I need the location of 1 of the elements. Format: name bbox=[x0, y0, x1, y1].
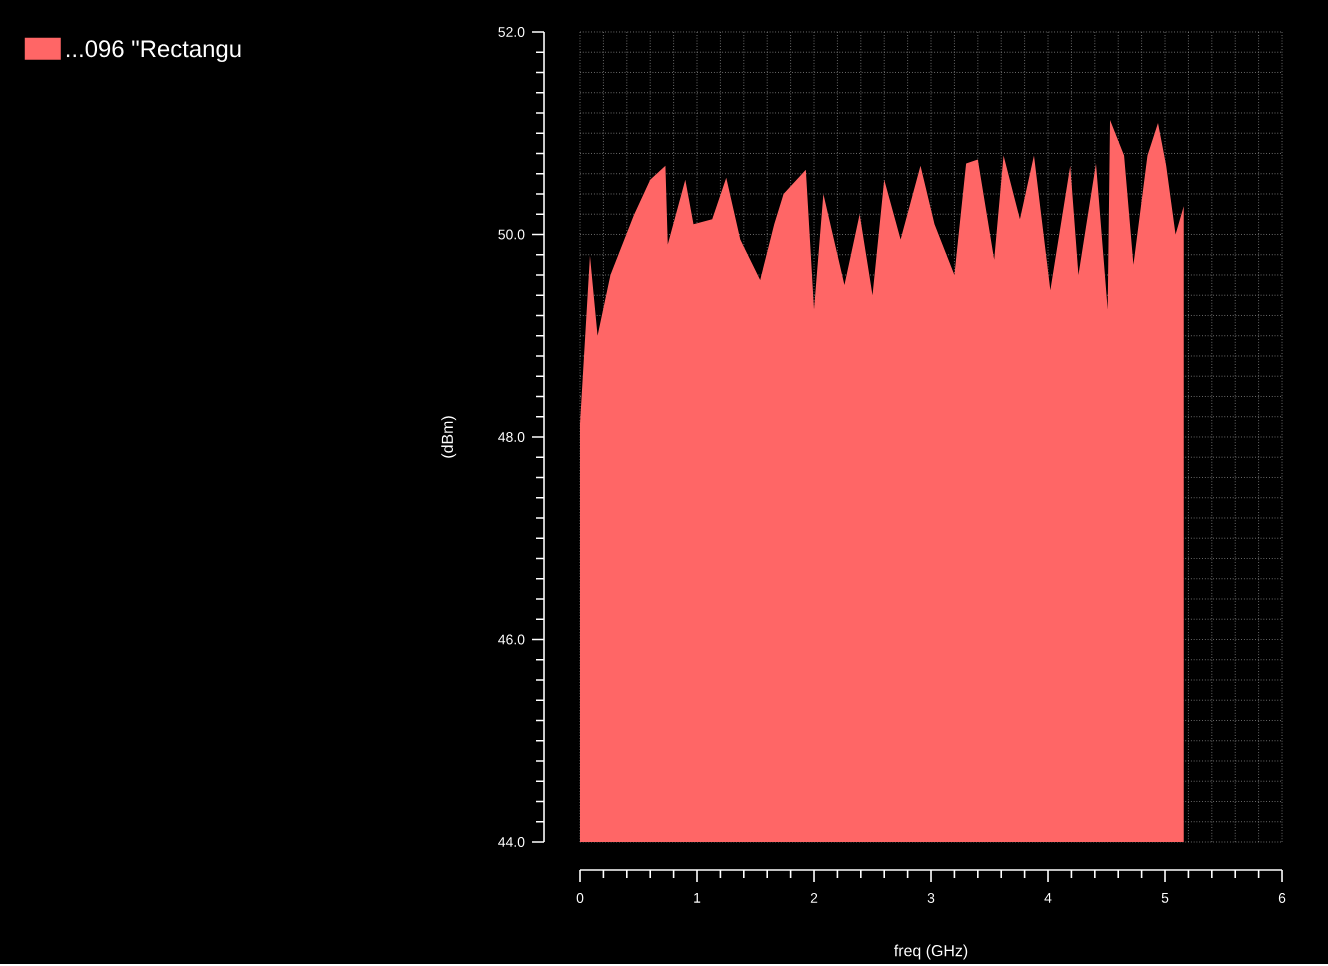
legend-label: ...096 "Rectangu bbox=[66, 40, 241, 62]
